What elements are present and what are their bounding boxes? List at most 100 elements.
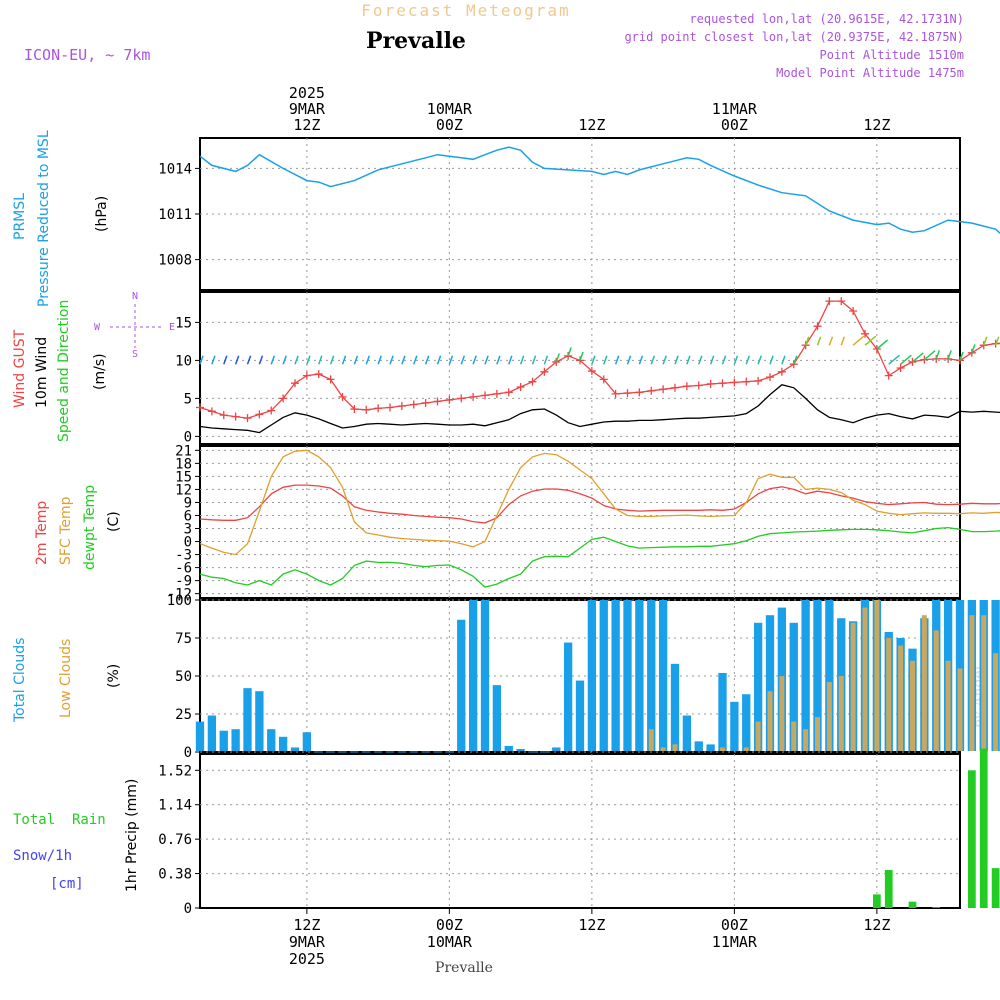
- total-cloud-bar: [302, 732, 312, 751]
- gust-marker: [338, 392, 347, 401]
- wind-direction-arrow: [424, 355, 430, 365]
- y-tick-label-clouds: 100: [167, 593, 192, 609]
- wind-direction-arrow: [508, 355, 513, 365]
- low-cloud-bar: [886, 638, 892, 751]
- y-tick-label-temp: 9: [184, 495, 192, 511]
- low-cloud-bar: [767, 691, 773, 751]
- wind-direction-arrow: [591, 355, 596, 365]
- wind-direction-arrow: [555, 353, 561, 363]
- bottom-time-label: 9MAR: [289, 933, 326, 951]
- wind-direction-arrow: [496, 355, 501, 365]
- gust-marker: [516, 383, 525, 391]
- wind-direction-arrow: [852, 335, 865, 346]
- wind-direction-arrow: [460, 355, 466, 365]
- top-time-label: 12Z: [863, 116, 890, 134]
- wind-gust-label: Wind GUST: [12, 329, 28, 408]
- gust-marker: [754, 376, 763, 385]
- panel-precip: [195, 753, 961, 909]
- low-cloud-bar: [648, 729, 654, 751]
- gust-marker: [196, 403, 204, 412]
- total-cloud-bar: [480, 600, 490, 751]
- gust-marker: [540, 367, 549, 376]
- gust-marker: [457, 394, 466, 403]
- total-cloud-bar: [742, 694, 751, 751]
- wind-direction-arrow: [686, 355, 691, 365]
- panel-frame-wind: [199, 291, 961, 445]
- total-cloud-bar: [801, 600, 810, 751]
- wind-direction-arrow: [246, 355, 252, 365]
- gust-marker: [279, 394, 288, 403]
- total-cloud-bar: [552, 747, 561, 751]
- wind-direction-arrow: [888, 354, 900, 365]
- gust-marker: [861, 329, 869, 338]
- low-cloud-bar: [838, 676, 844, 751]
- bottom-time-label: 12Z: [578, 916, 605, 934]
- gust-marker: [611, 389, 620, 398]
- y-tick-label-temp: 18: [175, 456, 192, 472]
- footer-location: Prevalle: [435, 960, 493, 976]
- gust-marker: [433, 397, 442, 406]
- wind-direction-arrow: [401, 355, 406, 365]
- gust-marker: [777, 367, 786, 376]
- rain-bar: [991, 868, 1000, 908]
- total-cloud-bar: [468, 600, 478, 751]
- wind-10m-label: 10m Wind: [34, 337, 50, 408]
- gust-marker: [528, 377, 537, 386]
- wind-direction-arrow: [377, 355, 382, 365]
- bottom-time-label: 12Z: [293, 916, 320, 934]
- wind-dir-label: Speed and Direction: [56, 300, 72, 442]
- model-label: ICON-EU, ~ 7km: [24, 46, 150, 64]
- total-cloud-bar: [267, 729, 276, 751]
- low-cloud-bar: [993, 653, 999, 751]
- y-tick-label-clouds: 25: [175, 707, 192, 723]
- total-cloud-bar: [647, 600, 656, 751]
- precip-unit: 1hr Precip (mm): [124, 779, 140, 892]
- top-time-label: 9MAR: [289, 100, 326, 118]
- wind-direction-arrow: [472, 355, 477, 365]
- rain-bar: [873, 894, 881, 908]
- top-time-label: 00Z: [436, 116, 463, 134]
- low-cloud-bar: [815, 717, 820, 751]
- y-tick-label-precip: 0: [184, 901, 192, 917]
- low-cloud-bar: [969, 615, 975, 751]
- requested-coords: requested lon,lat (20.9615E, 42.1731N): [689, 12, 964, 26]
- bottom-time-label: 12Z: [863, 916, 890, 934]
- gust-marker: [849, 307, 858, 315]
- total-cloud-bar: [575, 680, 585, 751]
- wind-direction-arrow: [318, 355, 323, 365]
- top-time-label: 12Z: [293, 116, 320, 134]
- total-cloud-bar: [623, 600, 632, 751]
- rain-bar: [908, 901, 917, 908]
- bottom-time-label: 00Z: [721, 916, 748, 934]
- wind-direction-arrow: [329, 355, 335, 365]
- pressure-label-b: Pressure Reduced to MSL: [36, 130, 52, 307]
- gust-marker: [825, 297, 834, 306]
- wind-direction-arrow: [721, 355, 727, 365]
- bottom-time-label: 00Z: [436, 916, 463, 934]
- low-cloud-bar: [862, 607, 868, 751]
- wind-direction-arrow: [757, 355, 762, 365]
- wind-direction-arrow: [448, 355, 454, 365]
- wind-direction-arrow: [769, 355, 774, 365]
- temp-dewpt-label: dewpt Temp: [82, 485, 98, 570]
- gust-marker: [837, 297, 846, 306]
- wind-direction-arrow: [864, 335, 877, 346]
- top-time-label: 12Z: [578, 116, 605, 134]
- y-tick-label-pressure: 1008: [158, 253, 192, 269]
- gust-marker: [326, 375, 335, 384]
- top-time-label: 00Z: [721, 116, 748, 134]
- temp-2m-line: [199, 484, 1000, 524]
- gust-marker: [742, 377, 751, 386]
- wind-direction-arrow: [413, 355, 418, 365]
- wind-direction-arrow: [282, 355, 287, 365]
- gust-marker: [350, 405, 359, 414]
- gust-marker: [231, 412, 240, 421]
- total-cloud-bar: [504, 745, 513, 751]
- wind-direction-arrow: [781, 355, 786, 365]
- total-cloud-bar: [587, 600, 597, 751]
- snow-label: Snow/1h: [13, 848, 72, 864]
- low-cloud-bar: [743, 747, 749, 751]
- total-cloud-bar: [290, 747, 300, 751]
- wind-direction-arrow: [638, 355, 644, 365]
